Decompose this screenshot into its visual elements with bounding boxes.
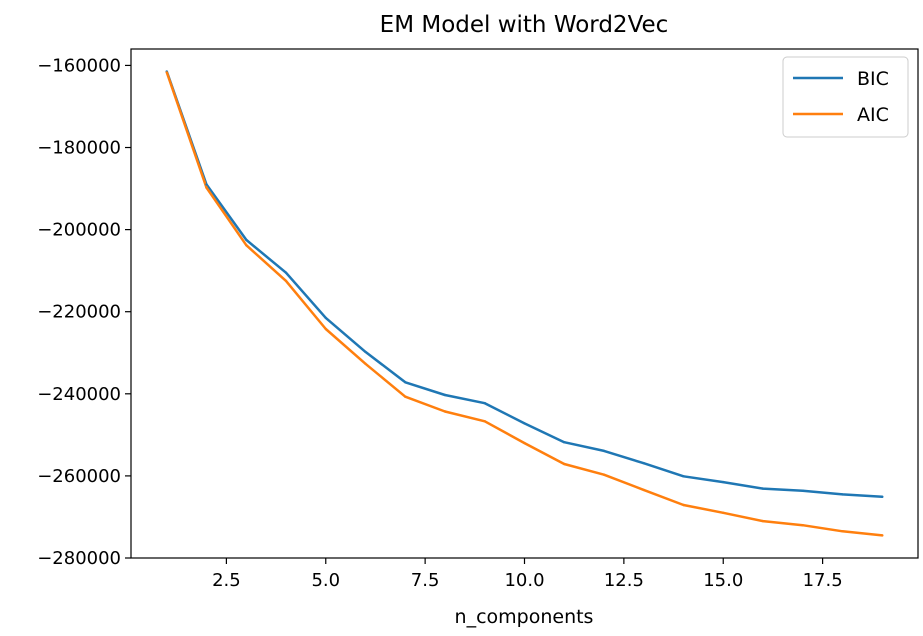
- data-point-bic: [642, 462, 645, 465]
- x-tick-label: 15.0: [703, 570, 743, 591]
- data-point-bic: [364, 350, 367, 354]
- x-tick-label: 5.0: [311, 570, 340, 591]
- x-tick-label: 12.5: [604, 570, 644, 591]
- data-point-bic: [682, 475, 685, 478]
- data-point-aic: [602, 473, 606, 476]
- data-point-aic: [364, 362, 367, 365]
- y-tick-label: −180000: [37, 138, 121, 159]
- legend-box: [782, 56, 909, 138]
- data-point-aic: [404, 395, 407, 398]
- legend: BIC AIC: [782, 56, 909, 138]
- series-points: [165, 70, 884, 537]
- data-point-aic: [881, 534, 884, 537]
- data-point-aic: [682, 503, 685, 507]
- data-point-bic: [722, 480, 725, 484]
- data-point-bic: [443, 393, 447, 397]
- data-point-aic: [165, 71, 168, 74]
- data-point-bic: [761, 487, 765, 490]
- x-tick-label: 10.0: [504, 570, 544, 591]
- data-point-bic: [324, 316, 327, 320]
- data-point-aic: [642, 488, 645, 492]
- data-point-aic: [801, 524, 804, 527]
- y-tick-label: −200000: [37, 220, 121, 241]
- axis-ticks: 2.5 5.0 7.5 10.0 12.5 15.0 17.5 −160000 −180000 −…: [37, 55, 842, 591]
- x-tick-label: 17.5: [803, 570, 843, 591]
- data-point-bic: [563, 441, 566, 444]
- y-tick-label: −260000: [37, 466, 121, 487]
- x-axis-label: n_components: [455, 606, 594, 628]
- legend-label-aic: AIC: [857, 104, 889, 126]
- y-tick-label: −240000: [37, 384, 121, 405]
- data-point-bic: [284, 271, 288, 274]
- series-lines: [165, 70, 884, 537]
- data-point-bic: [523, 422, 526, 425]
- data-point-aic: [284, 279, 288, 283]
- data-point-bic: [801, 489, 804, 492]
- data-point-aic: [205, 186, 208, 189]
- data-point-aic: [563, 462, 566, 466]
- data-point-aic: [761, 519, 765, 523]
- data-point-aic: [483, 420, 486, 423]
- data-point-bic: [205, 183, 208, 186]
- y-tick-label: −160000: [37, 55, 121, 76]
- legend-label-bic: BIC: [857, 68, 889, 90]
- y-tick-label: −280000: [37, 548, 121, 569]
- data-point-bic: [483, 402, 486, 405]
- data-point-aic: [324, 327, 327, 331]
- data-point-aic: [443, 410, 447, 413]
- series-line-aic: [165, 71, 884, 537]
- x-tick-label: 2.5: [212, 570, 241, 591]
- data-point-aic: [722, 511, 725, 514]
- data-point-bic: [602, 449, 606, 453]
- data-point-bic: [881, 495, 884, 498]
- x-tick-label: 7.5: [411, 570, 440, 591]
- data-point-bic: [245, 238, 248, 242]
- data-point-aic: [523, 441, 526, 445]
- data-point-aic: [245, 244, 248, 247]
- y-tick-label: −220000: [37, 302, 121, 323]
- chart-title: EM Model with Word2Vec: [380, 12, 669, 38]
- data-point-bic: [404, 381, 407, 384]
- series-line-bic: [165, 70, 884, 499]
- data-point-aic: [841, 530, 844, 533]
- data-point-bic: [841, 493, 844, 496]
